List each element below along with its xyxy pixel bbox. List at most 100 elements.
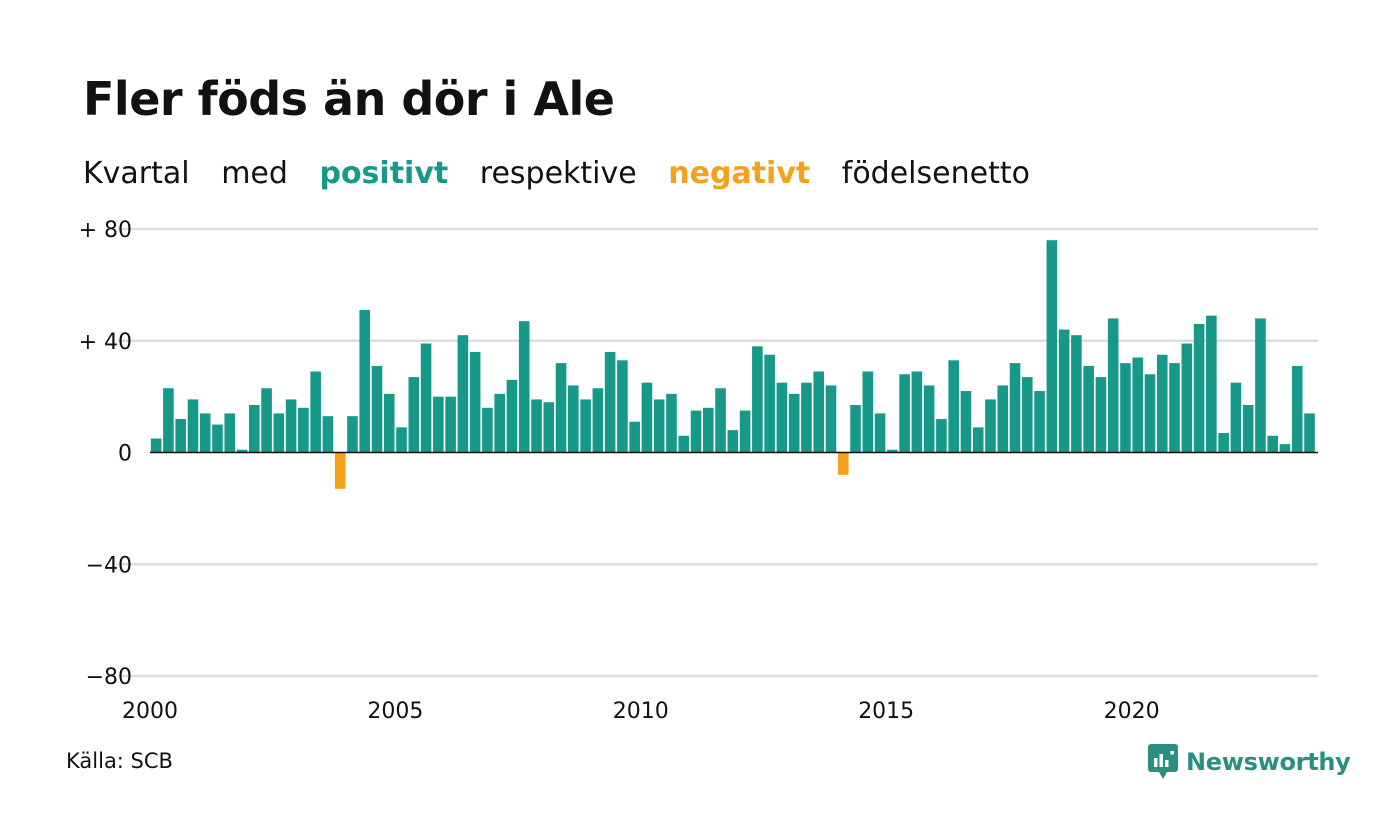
- bar: [690, 410, 702, 453]
- bar: [371, 365, 383, 453]
- bar: [322, 416, 334, 453]
- subtitle-positive-label: positivt: [319, 156, 449, 191]
- bar: [702, 407, 714, 453]
- brand-name: Newsworthy: [1186, 748, 1351, 776]
- bar: [850, 405, 861, 453]
- bar: [383, 393, 395, 453]
- bar: [310, 371, 321, 453]
- bar: [923, 385, 935, 453]
- bar: [1083, 365, 1094, 453]
- y-tick-label: + 40: [79, 330, 132, 355]
- bar: [1193, 323, 1205, 453]
- bar: [1255, 318, 1266, 453]
- bar: [482, 407, 493, 453]
- chart-title: Fler föds än dör i Ale: [83, 72, 615, 126]
- y-tick-label: −40: [86, 553, 132, 578]
- bar: [555, 363, 567, 453]
- bar: [1132, 357, 1144, 453]
- bar: [837, 452, 849, 475]
- bar: [874, 413, 886, 453]
- bar: [629, 421, 640, 453]
- bar: [568, 385, 579, 453]
- bar: [911, 371, 923, 453]
- bar: [604, 351, 616, 453]
- y-tick-label: 0: [118, 442, 132, 467]
- subtitle-negative-label: negativt: [668, 156, 811, 191]
- bar: [764, 354, 775, 453]
- bar: [224, 413, 236, 453]
- bar: [1181, 343, 1193, 453]
- bar: [1279, 444, 1291, 453]
- bar: [1022, 377, 1033, 453]
- bar: [1046, 240, 1058, 453]
- subtitle-word-respektive: respektive: [479, 156, 637, 191]
- bar: [801, 382, 812, 453]
- bar: [666, 393, 677, 453]
- bar: [285, 399, 297, 453]
- x-tick-label: 2010: [613, 699, 669, 724]
- y-tick-label: + 80: [79, 218, 132, 243]
- bar: [1304, 413, 1315, 453]
- newsworthy-logo-icon: [1148, 744, 1178, 779]
- bar: [1120, 363, 1131, 453]
- bar: [1291, 365, 1303, 453]
- bar: [494, 393, 505, 453]
- bar: [1169, 363, 1180, 453]
- bar: [163, 388, 174, 453]
- bar: [936, 418, 947, 453]
- bar: [825, 385, 837, 453]
- bar: [347, 416, 358, 453]
- bar: [727, 430, 739, 453]
- bar: [960, 391, 972, 453]
- bar: [396, 427, 407, 453]
- x-tick-label: 2015: [858, 699, 914, 724]
- bar: [1156, 354, 1168, 453]
- bar: [1095, 377, 1107, 453]
- bar: [1218, 432, 1229, 453]
- subtitle-word-kvartal: Kvartal: [83, 156, 190, 191]
- bar: [1242, 405, 1254, 453]
- bar: [1206, 315, 1217, 453]
- bar: [408, 377, 420, 453]
- bar: [899, 374, 910, 453]
- bar: [150, 438, 162, 453]
- bar: [543, 402, 555, 453]
- bar: [199, 413, 211, 453]
- y-tick-label: −80: [86, 665, 132, 690]
- bar: [788, 393, 800, 453]
- bar: [1144, 374, 1156, 453]
- bar: [359, 310, 371, 453]
- bar: [236, 449, 248, 453]
- bar: [1230, 382, 1242, 453]
- bar: [261, 388, 272, 453]
- bar: [592, 388, 604, 453]
- bar: [813, 371, 825, 453]
- bar: [1267, 435, 1278, 453]
- bar: [715, 388, 726, 453]
- bar: [298, 407, 309, 453]
- chart-subtitle: Kvartal med positivt respektive negativt…: [83, 156, 1052, 191]
- bar: [580, 399, 591, 453]
- bar: [334, 452, 346, 489]
- bar: [506, 379, 518, 453]
- bar: [1107, 318, 1119, 453]
- x-tick-label: 2005: [367, 699, 423, 724]
- bar: [678, 435, 690, 453]
- bar: [531, 399, 542, 453]
- bar: [972, 427, 984, 453]
- bar: [997, 385, 1009, 453]
- bar: [985, 399, 996, 453]
- bar: [862, 371, 874, 453]
- bar: [776, 382, 788, 453]
- subtitle-word-fodelsenetto: födelsenetto: [841, 156, 1030, 191]
- bar: [1034, 391, 1045, 453]
- bar: [187, 399, 199, 453]
- source-note: Källa: SCB: [66, 749, 173, 773]
- bar: [420, 343, 432, 453]
- bar: [445, 396, 456, 453]
- bar: [273, 413, 285, 453]
- x-tick-label: 2020: [1104, 699, 1160, 724]
- bar: [653, 399, 665, 453]
- bar: [457, 335, 469, 453]
